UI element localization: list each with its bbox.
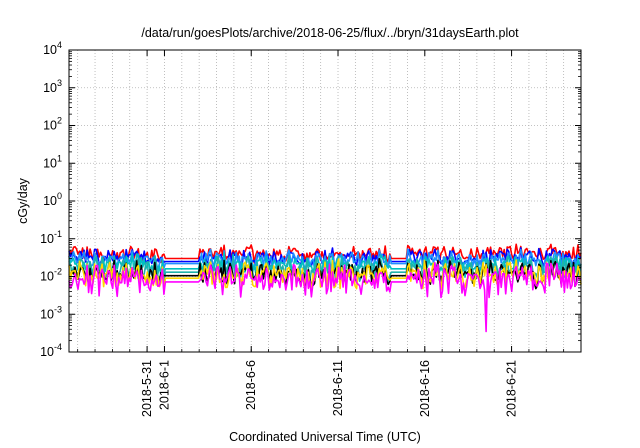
series-line	[68, 254, 582, 284]
series-layer	[68, 243, 582, 333]
y-tick-exponent: -1	[54, 229, 62, 239]
grid-lines	[69, 50, 581, 352]
y-tick-label: 10-1	[40, 229, 62, 246]
x-axis-label: Coordinated Universal Time (UTC)	[229, 430, 421, 444]
y-axis-label: cGy/day	[16, 177, 30, 224]
y-tick-label: 103	[43, 78, 62, 95]
series-line	[68, 261, 582, 333]
y-tick-label: 104	[43, 40, 62, 57]
y-tick-exponent: 0	[57, 191, 62, 201]
y-tick-exponent: -4	[54, 342, 62, 352]
x-tick-label: 2018-6-16	[418, 360, 432, 417]
y-tick-label: 10-3	[40, 304, 62, 321]
y-tick-label: 10-4	[40, 342, 62, 359]
y-tick-label: 101	[43, 153, 62, 170]
x-tick-label: 2018-6-11	[331, 360, 345, 416]
x-tick-label: 2018-5-31	[140, 360, 154, 417]
y-tick-label: 10-2	[40, 267, 62, 284]
y-tick-exponent: 4	[57, 40, 62, 50]
x-tick-label: 2018-6-21	[505, 360, 519, 417]
y-tick-exponent: -3	[54, 304, 62, 314]
x-axis-ticks: 2018-5-31 2018-6-1 2018-6-6 2018-6-11 2018-6…	[77, 50, 565, 417]
y-tick-exponent: 3	[57, 78, 62, 88]
y-tick-exponent: 1	[57, 153, 62, 163]
y-tick-exponent: 2	[57, 116, 62, 126]
x-tick-label: 2018-6-1	[157, 360, 171, 410]
chart-title: /data/run/goesPlots/archive/2018-06-25/f…	[141, 26, 519, 40]
y-tick-label: 102	[43, 116, 62, 133]
x-tick-label: 2018-6-6	[244, 360, 258, 410]
y-tick-label: 100	[43, 191, 62, 208]
y-tick-exponent: -2	[54, 267, 62, 277]
